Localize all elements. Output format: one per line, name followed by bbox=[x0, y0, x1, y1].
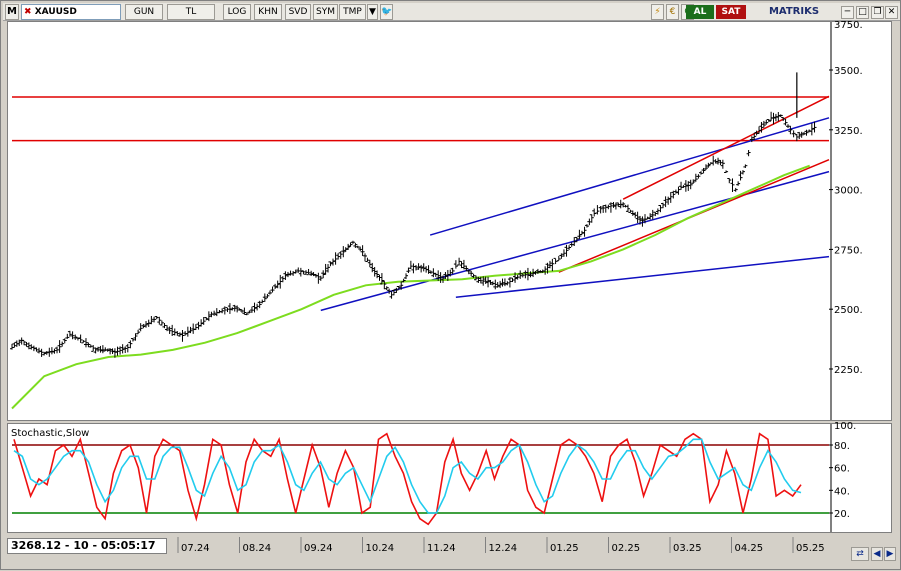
date-axis-tick-label: 01.25 bbox=[550, 543, 579, 554]
price-axis-tick-label: 2250. bbox=[834, 365, 863, 376]
buy-button[interactable]: AL bbox=[686, 5, 714, 19]
khn-button[interactable]: KHN bbox=[254, 4, 282, 20]
symbol-label: XAUUSD bbox=[34, 7, 77, 17]
stochastic-axis-tick-label: 40. bbox=[834, 486, 850, 497]
price-axis-tick-label: 3250. bbox=[834, 126, 863, 137]
red-channel-line bbox=[622, 95, 830, 200]
blue-channel-line bbox=[455, 255, 830, 298]
stochastic-layer: Stochastic,Slow bbox=[11, 428, 829, 526]
maximize-icon[interactable]: □ bbox=[856, 6, 869, 19]
sell-button[interactable]: SAT bbox=[716, 5, 746, 19]
date-axis-tick-label: 09.24 bbox=[304, 543, 333, 554]
date-axis-tick-label: 08.24 bbox=[243, 543, 272, 554]
date-axis-tick-label: 10.24 bbox=[366, 543, 395, 554]
symbol-field[interactable]: ✖ XAUUSD bbox=[21, 4, 121, 20]
date-axis-tick-label: 02.25 bbox=[612, 543, 641, 554]
blue-channel-line bbox=[429, 117, 830, 236]
log-button[interactable]: LOG bbox=[223, 4, 251, 20]
date-axis-tick-label: 12.24 bbox=[489, 543, 518, 554]
period-button[interactable]: GUN bbox=[125, 4, 163, 20]
price-layer bbox=[10, 72, 830, 410]
stochastic-k-series bbox=[13, 432, 802, 526]
stochastic-axis-tick-label: 20. bbox=[834, 509, 850, 520]
price-panel[interactable] bbox=[7, 21, 892, 421]
date-axis-tick-label: 04.25 bbox=[735, 543, 764, 554]
dropdown-arrow-icon[interactable]: ▼ bbox=[367, 4, 378, 20]
price-axis-tick-label: 3000. bbox=[834, 186, 863, 197]
currency-icon[interactable]: € bbox=[666, 4, 679, 20]
price-axis-tick-label: 2500. bbox=[834, 305, 863, 316]
minimize-icon[interactable]: ─ bbox=[841, 6, 854, 19]
svd-button[interactable]: SVD bbox=[285, 4, 311, 20]
axis-layer: 3500. 3250. 3000. 2750. 2500. 2250. 3750. 80. 60… bbox=[177, 20, 863, 554]
date-axis-tick-label: 07.24 bbox=[181, 543, 210, 554]
brand-logo: MATRIKS bbox=[768, 6, 820, 17]
sym-button[interactable]: SYM bbox=[313, 4, 338, 20]
price-axis-tick-label: 2750. bbox=[834, 245, 863, 256]
stochastic-d-series bbox=[13, 438, 802, 514]
stochastic-axis-tick-label: 60. bbox=[834, 464, 850, 475]
stochastic-axis-tick-label: 80. bbox=[834, 441, 850, 452]
currency-button[interactable]: TL bbox=[167, 4, 215, 20]
date-axis-tick-label: 11.24 bbox=[427, 543, 456, 554]
close-window-icon[interactable]: ✕ bbox=[885, 6, 898, 19]
app-menu-button[interactable]: M bbox=[5, 4, 19, 20]
restore-icon[interactable]: ❐ bbox=[871, 6, 884, 19]
price-series bbox=[10, 72, 817, 358]
close-symbol-icon[interactable]: ✖ bbox=[24, 7, 32, 17]
stochastic-title: Stochastic,Slow bbox=[11, 428, 89, 439]
cursor-value-readout: 3268.12 - 10 - 05:05:17 bbox=[7, 538, 167, 554]
tmp-button[interactable]: TMP bbox=[339, 4, 366, 20]
date-axis-tick-label: 05.25 bbox=[796, 543, 825, 554]
scroll-left-icon[interactable]: ◀ bbox=[871, 547, 883, 561]
toolbar: M ✖ XAUUSD GUN TL LOG KHN SVD SYM TMP ▼ … bbox=[3, 3, 900, 21]
sync-icon[interactable]: ⇄ bbox=[851, 547, 869, 561]
scroll-right-icon[interactable]: ▶ bbox=[884, 547, 896, 561]
price-axis-top-cut-label: 3750. bbox=[834, 20, 863, 31]
lightning-icon[interactable]: ⚡ bbox=[651, 4, 664, 20]
twitter-icon[interactable]: 🐦 bbox=[380, 4, 393, 20]
stochastic-axis-top-cut-label: 100. bbox=[834, 421, 856, 432]
moving-average-series bbox=[11, 164, 811, 410]
date-axis-tick-label: 03.25 bbox=[673, 543, 702, 554]
price-axis-tick-label: 3500. bbox=[834, 66, 863, 77]
